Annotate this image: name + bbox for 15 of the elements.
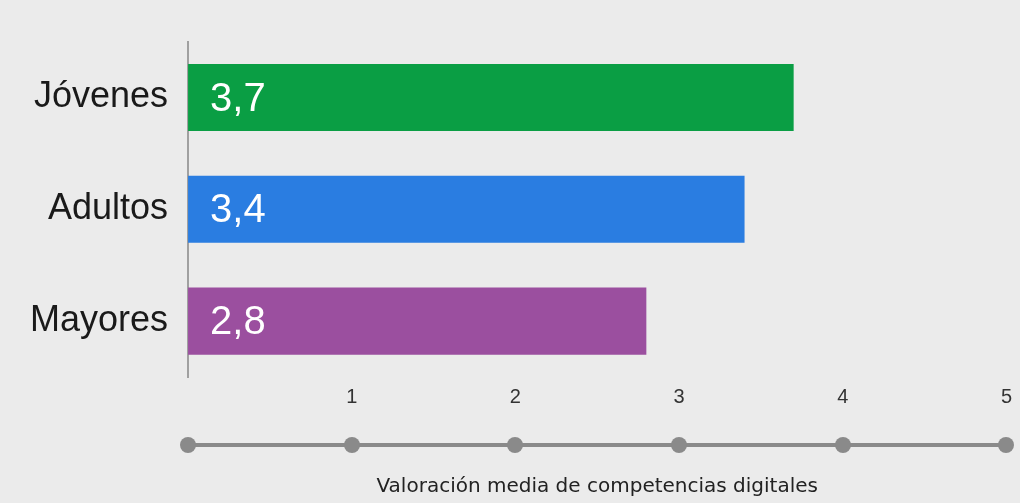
y-tick-label: Adultos — [47, 186, 169, 228]
y-tick-label: Jóvenes — [33, 74, 169, 116]
data-label: 2,8 — [210, 298, 266, 343]
x-tick-label: 2 — [509, 384, 521, 407]
x-tick-label: 3 — [673, 384, 685, 407]
data-label: 3,4 — [210, 186, 266, 231]
bar — [188, 63, 794, 132]
x-tick-label: 5 — [1000, 384, 1012, 407]
x-tick-label: 1 — [346, 384, 358, 407]
data-label: 3,7 — [210, 74, 266, 119]
y-tick-label: Mayores — [29, 298, 169, 340]
bar — [188, 287, 647, 355]
bar — [188, 175, 745, 243]
x-tick-label: 4 — [837, 384, 849, 407]
x-axis-title: Valoración media de competencias digitales — [376, 473, 818, 498]
